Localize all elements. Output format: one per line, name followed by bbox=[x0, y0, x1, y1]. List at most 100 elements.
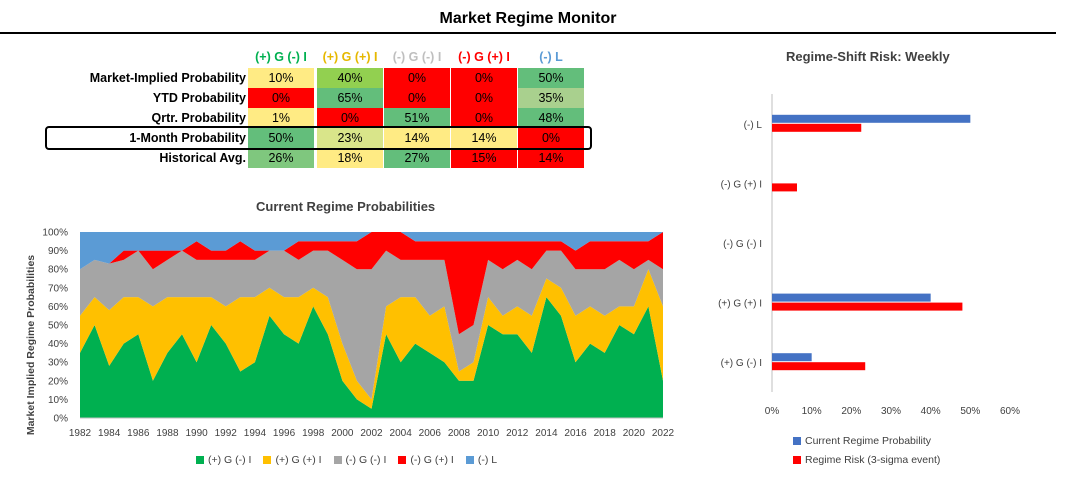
col-header-neg-g-neg-i: (-) G (-) I bbox=[392, 50, 442, 64]
col-header-pos-g-neg-i: (+) G (-) I bbox=[255, 50, 307, 64]
table-cell: 14% bbox=[451, 128, 517, 148]
table-cell: 0% bbox=[451, 68, 517, 88]
area-y-tick: 80% bbox=[48, 265, 68, 276]
row-label-market-implied: Market-Implied Probability bbox=[89, 71, 246, 85]
table-cell: 1% bbox=[248, 108, 314, 128]
bar-category-label: (-) L bbox=[744, 120, 763, 131]
bar-1-4 bbox=[772, 362, 866, 371]
area-y-tick: 0% bbox=[54, 414, 69, 425]
area-y-tick: 50% bbox=[48, 321, 68, 332]
area-x-tick: 1994 bbox=[244, 428, 267, 439]
bar-0-0 bbox=[772, 114, 971, 123]
table-cell: 65% bbox=[317, 88, 383, 108]
legend-label: (-) L bbox=[477, 454, 498, 466]
area-x-tick: 1982 bbox=[69, 428, 92, 439]
area-legend-item: (-) G (-) I bbox=[333, 454, 387, 466]
area-x-tick: 2008 bbox=[448, 428, 471, 439]
area-series-3 bbox=[80, 232, 663, 335]
area-x-tick: 2022 bbox=[652, 428, 675, 439]
bar-0-4 bbox=[772, 353, 812, 362]
row-label-ytd: YTD Probability bbox=[152, 91, 246, 105]
bar-category-label: (-) G (+) I bbox=[721, 179, 762, 190]
area-y-axis-label: Market Implied Regime Probabilities bbox=[25, 255, 37, 435]
legend-label: (-) G (-) I bbox=[345, 454, 387, 466]
table-cell: 15% bbox=[451, 148, 517, 168]
area-y-tick: 90% bbox=[48, 246, 68, 257]
bar-legend-label-risk: Regime Risk (3-sigma event) bbox=[805, 454, 941, 466]
area-x-tick: 2002 bbox=[360, 428, 383, 439]
area-legend-item: (+) G (-) I bbox=[196, 454, 251, 466]
row-label-historical: Historical Avg. bbox=[159, 151, 246, 165]
legend-swatch bbox=[263, 456, 272, 465]
bar-1-0 bbox=[772, 123, 862, 132]
area-legend: (+) G (-) I (+) G (+) I (-) G (-) I (-) G (… bbox=[196, 454, 509, 466]
table-cell: 40% bbox=[317, 68, 383, 88]
bar-legend-item-current: Current Regime Probability bbox=[793, 432, 940, 451]
area-x-tick: 2014 bbox=[535, 428, 558, 439]
area-series-4 bbox=[80, 232, 663, 270]
table-cell: 0% bbox=[384, 68, 450, 88]
area-x-tick: 2006 bbox=[419, 428, 442, 439]
area-x-tick: 2016 bbox=[564, 428, 587, 439]
row-label-1-month: 1-Month Probability bbox=[129, 131, 246, 145]
area-x-tick: 2020 bbox=[623, 428, 646, 439]
bar-legend-item-risk: Regime Risk (3-sigma event) bbox=[793, 451, 940, 470]
bar-chart-title: Regime-Shift Risk: Weekly bbox=[786, 49, 950, 64]
row-label-qrtr: Qrtr. Probability bbox=[151, 111, 246, 125]
area-series-1 bbox=[80, 269, 663, 409]
legend-swatch bbox=[333, 456, 342, 465]
bar-category-label: (+) G (+) I bbox=[718, 299, 762, 310]
area-x-tick: 2004 bbox=[390, 428, 413, 439]
area-x-tick: 1988 bbox=[156, 428, 179, 439]
title-divider bbox=[0, 32, 1056, 34]
area-x-tick: 2012 bbox=[506, 428, 529, 439]
table-cell: 18% bbox=[317, 148, 383, 168]
table-cell: 0% bbox=[451, 88, 517, 108]
legend-label: (+) G (-) I bbox=[208, 454, 252, 466]
table-cell: 26% bbox=[248, 148, 314, 168]
area-y-tick: 60% bbox=[48, 302, 68, 313]
area-series-0 bbox=[80, 297, 663, 418]
table-cell: 0% bbox=[518, 128, 584, 148]
area-chart-title: Current Regime Probabilities bbox=[256, 199, 436, 214]
legend-swatch bbox=[398, 456, 407, 465]
table-cell: 0% bbox=[384, 88, 450, 108]
table-cell: 14% bbox=[384, 128, 450, 148]
area-legend-item: (-) L bbox=[465, 454, 498, 466]
area-x-tick: 1996 bbox=[273, 428, 296, 439]
area-x-tick: 1998 bbox=[302, 428, 325, 439]
bar-x-tick: 30% bbox=[881, 406, 901, 417]
area-y-tick: 100% bbox=[42, 228, 68, 239]
table-cell: 51% bbox=[384, 108, 450, 128]
col-header-neg-g-pos-i: (-) G (+) I bbox=[458, 50, 510, 64]
table-cell: 50% bbox=[248, 128, 314, 148]
one-month-highlight-box bbox=[45, 126, 592, 150]
area-x-tick: 1986 bbox=[127, 428, 150, 439]
table-cell: 0% bbox=[451, 108, 517, 128]
page-title: Market Regime Monitor bbox=[439, 10, 617, 27]
area-y-tick: 20% bbox=[48, 376, 68, 387]
area-x-tick: 1990 bbox=[185, 428, 208, 439]
table-cell: 23% bbox=[317, 128, 383, 148]
bar-x-tick: 0% bbox=[765, 406, 780, 417]
table-cell: 10% bbox=[248, 68, 314, 88]
area-x-tick: 1984 bbox=[98, 428, 121, 439]
table-cell: 27% bbox=[384, 148, 450, 168]
area-x-tick: 2000 bbox=[331, 428, 354, 439]
bar-1-1 bbox=[772, 183, 797, 192]
area-y-tick: 10% bbox=[48, 395, 68, 406]
bar-legend: Current Regime Probability Regime Risk (… bbox=[793, 432, 940, 470]
area-chart: Market Implied Regime Probabilities 0% 10… bbox=[25, 228, 675, 440]
table-cell: 0% bbox=[317, 108, 383, 128]
table-cell: 35% bbox=[518, 88, 584, 108]
area-x-tick: 2018 bbox=[594, 428, 617, 439]
table-cell: 50% bbox=[518, 68, 584, 88]
area-legend-item: (-) G (+) I bbox=[398, 454, 454, 466]
legend-label: (+) G (+) I bbox=[275, 454, 322, 466]
bar-x-tick: 40% bbox=[921, 406, 941, 417]
col-header-pos-g-pos-i: (+) G (+) I bbox=[322, 50, 378, 64]
area-y-tick: 70% bbox=[48, 283, 68, 294]
table-cell: 48% bbox=[518, 108, 584, 128]
area-y-tick: 40% bbox=[48, 339, 68, 350]
legend-swatch bbox=[465, 456, 474, 465]
